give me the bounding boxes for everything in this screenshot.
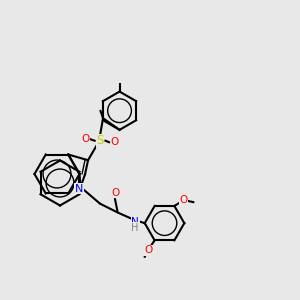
Text: S: S <box>96 134 104 147</box>
Text: O: O <box>81 134 89 144</box>
Text: O: O <box>180 195 188 205</box>
Text: O: O <box>110 137 118 147</box>
Text: H: H <box>131 223 139 233</box>
Text: N: N <box>131 217 139 227</box>
Text: O: O <box>145 245 153 255</box>
Text: N: N <box>75 184 83 194</box>
Text: O: O <box>111 188 119 198</box>
